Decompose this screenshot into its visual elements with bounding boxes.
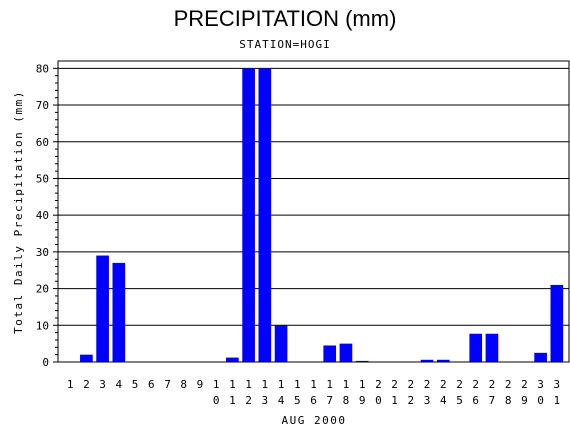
y-tick-label: 70 [36, 99, 49, 112]
x-tick-label: 1 [391, 394, 398, 407]
x-tick-label: 5 [456, 394, 463, 407]
bar-day-24 [436, 359, 450, 362]
x-tick-label: 1 [359, 378, 366, 391]
x-tick-label: 1 [262, 378, 269, 391]
chart-subtitle: STATION=HOGI [239, 38, 331, 51]
x-tick-label: 2 [456, 378, 463, 391]
bar-day-11 [226, 357, 239, 362]
x-axis: 1 2 3 4 5 6 7 8 9 1011121314151617181920212223242… [67, 378, 560, 407]
y-tick-label: 40 [36, 209, 49, 222]
x-tick-label: 1 [245, 378, 252, 391]
y-tick-label: 60 [36, 136, 49, 149]
x-tick-label: 0 [537, 394, 544, 407]
x-tick-label: 1 [294, 378, 301, 391]
bar-day-31 [550, 284, 564, 362]
bar-day-27 [485, 333, 499, 362]
bar-day-3 [96, 255, 109, 362]
y-tick-label: 10 [36, 319, 49, 332]
x-tick-label: 1 [310, 378, 317, 391]
y-tick-label: 50 [36, 172, 49, 185]
chart-title: PRECIPITATION (mm) [173, 6, 397, 31]
x-tick-label: 7 [326, 394, 333, 407]
bar-day-23 [420, 359, 434, 362]
x-tick-label: 1 [67, 378, 74, 391]
bar-day-14 [274, 325, 288, 362]
x-tick-label: 0 [375, 394, 382, 407]
y-axis: 0 10 20 30 40 50 60 70 80 [36, 62, 58, 369]
x-tick-label: 0 [213, 394, 220, 407]
bar-day-18 [339, 343, 353, 362]
x-tick-label: 7 [164, 378, 171, 391]
x-tick-label: 2 [375, 378, 382, 391]
bar-day-4 [112, 262, 126, 362]
y-tick-label: 30 [36, 246, 49, 259]
x-tick-label: 1 [278, 378, 285, 391]
bar-day-2 [80, 354, 93, 362]
bar-day-12 [242, 68, 255, 362]
x-tick-label: 2 [245, 394, 252, 407]
x-tick-label: 8 [505, 394, 512, 407]
x-tick-label: 9 [197, 378, 204, 391]
x-tick-label: 2 [424, 378, 431, 391]
x-tick-label: 4 [278, 394, 285, 407]
x-tick-label: 1 [213, 378, 220, 391]
x-tick-label: 2 [489, 378, 496, 391]
x-tick-label: 2 [391, 378, 398, 391]
x-tick-label: 1 [229, 394, 236, 407]
x-tick-label: 1 [343, 378, 350, 391]
x-tick-label: 9 [359, 394, 366, 407]
x-axis-label: AUG 2000 [282, 414, 347, 427]
x-tick-label: 2 [505, 378, 512, 391]
bar-day-13 [258, 68, 272, 362]
x-tick-label: 7 [489, 394, 496, 407]
x-tick-label: 2 [408, 378, 415, 391]
x-tick-label: 1 [326, 378, 333, 391]
x-tick-label: 2 [408, 394, 415, 407]
x-tick-label: 3 [424, 394, 431, 407]
x-tick-label: 1 [229, 378, 236, 391]
bar-layer [80, 68, 564, 362]
x-tick-label: 2 [83, 378, 90, 391]
y-tick-label: 20 [36, 283, 49, 296]
x-tick-label: 2 [521, 378, 528, 391]
y-tick-label: 0 [42, 356, 49, 369]
x-tick-label: 5 [294, 394, 301, 407]
bar-day-26 [469, 333, 483, 362]
x-tick-label: 4 [440, 394, 447, 407]
plot-frame [57, 60, 570, 363]
x-tick-label: 3 [537, 378, 544, 391]
x-tick-label: 5 [132, 378, 139, 391]
bar-day-30 [534, 352, 547, 362]
y-tick-label: 80 [36, 62, 49, 75]
x-tick-label: 1 [554, 394, 561, 407]
x-tick-label: 6 [148, 378, 155, 391]
y-axis-label: Total Daily Precipitation (mm) [12, 90, 25, 334]
x-tick-label: 4 [116, 378, 123, 391]
x-tick-label: 2 [440, 378, 447, 391]
x-tick-label: 3 [554, 378, 561, 391]
x-tick-label: 2 [472, 378, 479, 391]
x-tick-label: 8 [343, 394, 350, 407]
x-tick-label: 9 [521, 394, 528, 407]
x-tick-label: 3 [99, 378, 106, 391]
x-tick-label: 8 [180, 378, 187, 391]
x-tick-label: 3 [262, 394, 269, 407]
grid-layer [58, 67, 569, 326]
x-tick-label: 6 [472, 394, 479, 407]
bar-day-19 [355, 360, 369, 362]
bar-day-17 [323, 345, 337, 362]
x-tick-label: 6 [310, 394, 317, 407]
